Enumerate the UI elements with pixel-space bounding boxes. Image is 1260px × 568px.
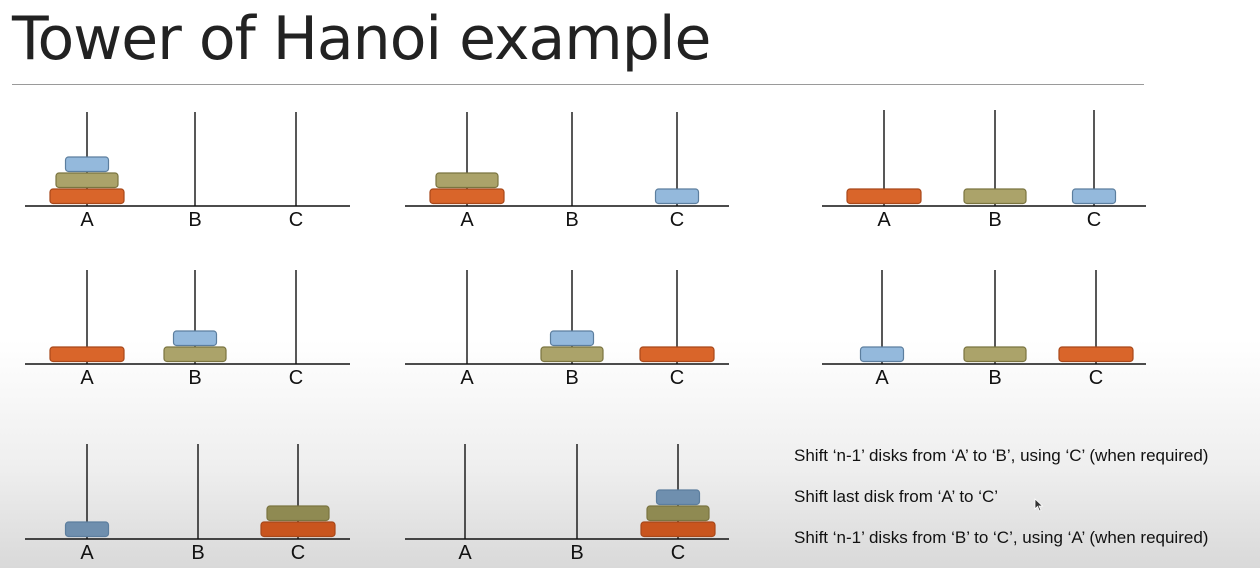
peg-label: B (565, 367, 578, 389)
disk-large (640, 521, 716, 538)
disk-medium (540, 346, 604, 363)
hanoi-panel-2: A B C (405, 112, 729, 231)
peg-label: A (80, 367, 94, 389)
disk-small (654, 188, 700, 205)
disk-medium (963, 346, 1027, 363)
hanoi-panel-3: A B C (822, 110, 1146, 231)
peg-label: A (877, 209, 891, 231)
peg-label: A (460, 209, 474, 231)
peg-label: A (458, 542, 472, 564)
peg-label: B (988, 367, 1001, 389)
peg-label: C (291, 542, 305, 564)
peg-label: B (570, 542, 583, 564)
hanoi-panel-4: A B C (25, 270, 350, 389)
hanoi-panel-1: A B C (25, 112, 350, 231)
peg-label: B (565, 209, 578, 231)
disk-medium (646, 505, 710, 522)
hanoi-panel-7: A B C (25, 444, 350, 564)
peg-label: C (670, 209, 684, 231)
peg-label: C (1089, 367, 1103, 389)
disk-small (549, 330, 595, 347)
peg-label: C (670, 367, 684, 389)
disk-large (639, 346, 715, 363)
disk-medium (163, 346, 227, 363)
step-note-1: Shift ‘n-1’ disks from ‘A’ to ‘B’, using… (794, 446, 1209, 465)
hanoi-panel-8: A B C (405, 444, 729, 564)
peg-label: C (1087, 209, 1101, 231)
peg-label: C (289, 367, 303, 389)
peg-label: A (80, 542, 94, 564)
peg-label: B (188, 367, 201, 389)
title-divider (12, 84, 1144, 85)
disk-large (1058, 346, 1134, 363)
peg-label: C (671, 542, 685, 564)
disk-medium (55, 172, 119, 189)
peg-label: B (191, 542, 204, 564)
disk-small (172, 330, 218, 347)
peg-label: C (289, 209, 303, 231)
disk-large (429, 188, 505, 205)
disk-small (1071, 188, 1117, 205)
hanoi-panel-6: A B C (822, 270, 1146, 389)
step-note-3: Shift ‘n-1’ disks from ‘B’ to ‘C’, using… (794, 528, 1209, 547)
disk-large (846, 188, 922, 205)
disk-medium (266, 505, 330, 522)
disk-small (64, 521, 110, 538)
disk-small (655, 489, 701, 506)
disk-medium (963, 188, 1027, 205)
peg-label: B (988, 209, 1001, 231)
disk-large (260, 521, 336, 538)
slide-title: Tower of Hanoi example (12, 4, 711, 74)
disk-medium (435, 172, 499, 189)
peg-label: A (80, 209, 94, 231)
peg-label: A (875, 367, 889, 389)
disk-large (49, 346, 125, 363)
step-note-2: Shift last disk from ‘A’ to ‘C’ (794, 487, 999, 506)
peg-label: B (188, 209, 201, 231)
hanoi-panel-5: A B C (405, 270, 729, 389)
peg-label: A (460, 367, 474, 389)
disk-large (49, 188, 125, 205)
disk-small (64, 156, 110, 173)
mouse-pointer-icon (1034, 498, 1044, 512)
disk-small (859, 346, 905, 363)
